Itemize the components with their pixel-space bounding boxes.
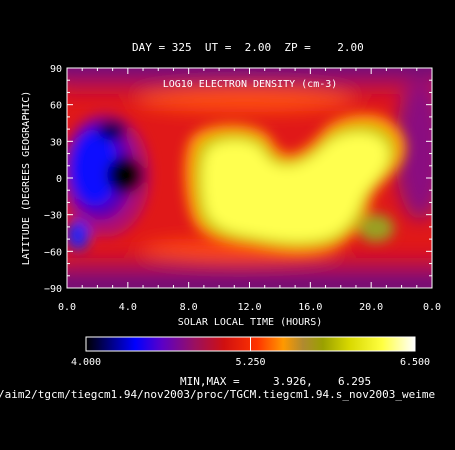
colorbar-tick-label: 4.000 [71, 357, 101, 368]
x-tick-label: 16.0 [298, 302, 322, 313]
colorbar-tick-label: 6.500 [400, 357, 430, 368]
file-path: /aim2/tgcm/tiegcm1.94/nov2003/proc/TGCM.… [0, 388, 436, 401]
heatmap-field [67, 68, 432, 288]
x-tick-label: 4.0 [119, 302, 137, 313]
y-tick-label: 30 [50, 137, 62, 148]
y-tick-label: −60 [44, 247, 62, 258]
minmax-label: MIN,MAX = [180, 375, 240, 388]
y-tick-label: 0 [56, 174, 62, 185]
x-tick-label: 0.0 [58, 302, 76, 313]
colorbar-tick-label: 5.250 [235, 357, 265, 368]
colorbar-ticks: 4.000 5.250 6.500 [71, 337, 430, 368]
x-tick-label: 0.0 [423, 302, 441, 313]
min-value: 3.926, [273, 375, 313, 388]
subtitle: DAY = 325 UT = 2.00 ZP = 2.00 [132, 41, 364, 54]
y-axis: 90 60 30 0 −30 −60 −90 [44, 64, 432, 295]
y-tick-label: 60 [50, 101, 62, 112]
max-value: 6.295 [338, 375, 372, 388]
x-tick-label: 20.0 [359, 302, 383, 313]
y-axis-label: LATITUDE (DEGREES GEOGRAPHIC) [21, 91, 32, 266]
y-tick-label: −90 [44, 284, 62, 295]
y-tick-label: −30 [44, 211, 62, 222]
x-axis: 0.0 4.0 8.0 12.0 16.0 20.0 0.0 [58, 68, 441, 313]
x-axis-label: SOLAR LOCAL TIME (HOURS) [178, 317, 323, 328]
title: LOG10 ELECTRON DENSITY (cm-3) [163, 79, 338, 90]
x-tick-label: 8.0 [180, 302, 198, 313]
y-tick-label: 90 [50, 64, 62, 75]
x-tick-label: 12.0 [237, 302, 261, 313]
